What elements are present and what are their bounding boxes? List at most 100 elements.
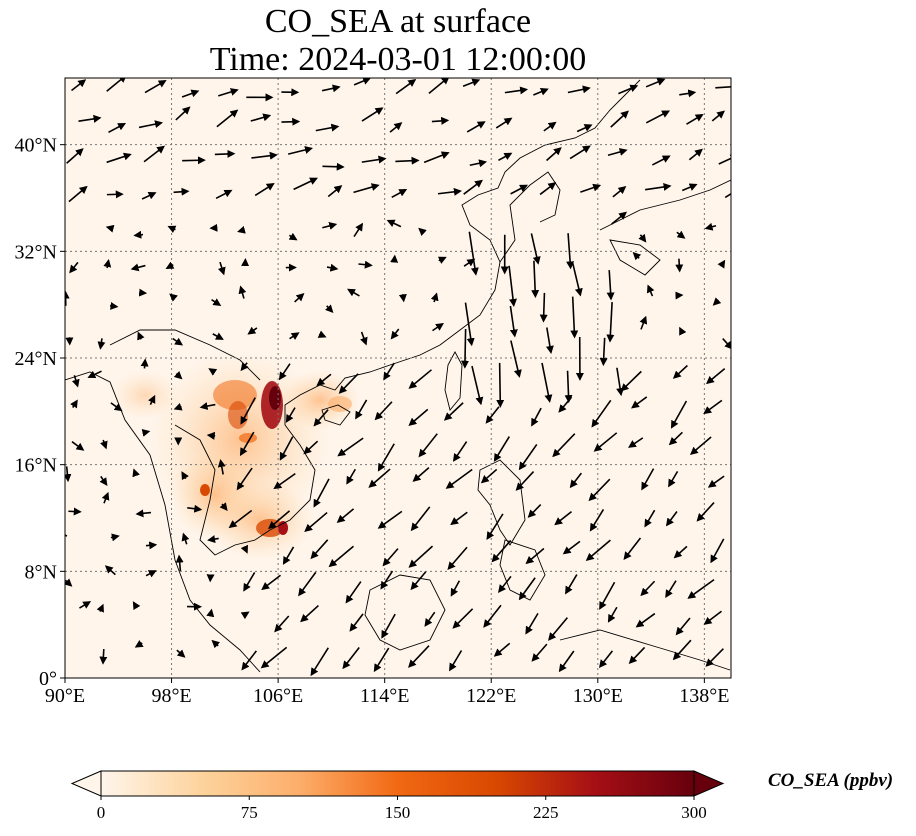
- wind-arrow: [70, 399, 78, 409]
- wind-arrow: [327, 185, 343, 198]
- wind-arrow: [668, 470, 679, 488]
- wind-arrow: [569, 145, 591, 160]
- wind-arrow: [679, 326, 687, 336]
- colorbar-label: CO_SEA (ppbv): [768, 770, 894, 791]
- wind-arrow: [672, 639, 692, 661]
- wind-arrow: [508, 265, 517, 307]
- wind-arrow: [390, 254, 399, 263]
- wind-arrow: [612, 185, 627, 198]
- wind-arrow: [564, 370, 573, 404]
- wind-arrow: [368, 468, 391, 488]
- wind-arrow: [349, 613, 364, 632]
- wind-arrow: [580, 183, 602, 193]
- wind-arrow: [211, 298, 222, 307]
- wind-arrow: [99, 649, 108, 665]
- colorbar-tick-label: 150: [385, 803, 411, 822]
- wind-arrow: [66, 148, 84, 164]
- wind-arrow: [645, 183, 672, 191]
- wind-arrow: [554, 510, 573, 526]
- longitude-tick-label: 98°E: [151, 685, 191, 707]
- wind-arrow: [240, 362, 249, 372]
- wind-arrow: [212, 332, 224, 340]
- wind-arrow: [423, 151, 450, 164]
- wind-arrow: [353, 222, 364, 238]
- wind-arrow: [510, 184, 528, 195]
- wind-arrow: [679, 89, 697, 98]
- wind-arrow: [228, 509, 253, 529]
- wind-arrow: [424, 611, 436, 627]
- wind-arrow: [504, 86, 529, 95]
- wind-arrow: [410, 571, 427, 591]
- wind-arrow: [110, 533, 120, 542]
- wind-arrow: [606, 302, 615, 343]
- latitude-tick-label: 40°N: [15, 135, 57, 157]
- wind-arrow: [518, 577, 536, 601]
- wind-arrow: [96, 603, 104, 613]
- wind-arrow: [241, 650, 257, 671]
- latitude-tick-label: 16°N: [15, 455, 57, 477]
- wind-arrow: [566, 233, 575, 270]
- latitude-axis: 0° 8°N 16°N 24°N 32°N 40°N: [15, 135, 65, 690]
- wind-arrow: [181, 89, 200, 98]
- wind-arrow: [718, 154, 731, 165]
- wind-arrow: [599, 581, 616, 610]
- wind-arrow: [346, 468, 357, 485]
- wind-arrow: [138, 120, 163, 129]
- wind-arrow: [143, 145, 165, 163]
- wind-arrow: [78, 114, 102, 123]
- wind-arrow: [681, 183, 698, 192]
- wind-arrow: [101, 491, 110, 504]
- latitude-tick-label: 0°: [39, 668, 57, 690]
- wind-vectors: [65, 78, 731, 677]
- wind-arrow: [353, 183, 380, 194]
- wind-arrow: [243, 572, 256, 592]
- wind-arrow: [676, 230, 686, 239]
- wind-arrow: [389, 122, 403, 133]
- wind-arrow: [175, 106, 191, 121]
- wind-arrow: [644, 509, 656, 528]
- wind-arrow: [377, 443, 395, 472]
- wind-arrow: [130, 263, 146, 272]
- wind-arrow: [687, 578, 715, 599]
- wind-arrow: [541, 362, 553, 403]
- wind-arrow: [432, 322, 444, 332]
- wind-arrow: [87, 370, 102, 379]
- wind-arrow: [707, 475, 725, 488]
- wind-arrow: [533, 88, 549, 96]
- wind-arrow: [496, 362, 505, 408]
- wind-arrow: [675, 617, 691, 636]
- wind-arrow: [274, 615, 290, 633]
- wind-arrow: [498, 152, 513, 162]
- wind-arrow: [428, 78, 450, 94]
- wind-arrow: [289, 332, 300, 340]
- wind-arrow: [293, 177, 318, 191]
- wind-arrow: [463, 179, 483, 195]
- wind-arrow: [97, 338, 106, 350]
- wind-arrow: [68, 507, 82, 516]
- wind-arrow: [570, 296, 579, 339]
- colorbar-tick-label: 75: [241, 803, 258, 822]
- wind-arrow: [68, 185, 88, 203]
- wind-arrow: [208, 368, 218, 376]
- wind-arrow: [187, 504, 203, 513]
- wind-arrow: [237, 225, 246, 234]
- wind-arrow: [288, 232, 298, 241]
- wind-arrow: [546, 147, 562, 162]
- wind-arrow: [640, 580, 656, 597]
- wind-arrow: [240, 397, 256, 425]
- wind-arrow: [670, 400, 688, 429]
- wind-arrow: [610, 110, 629, 128]
- wind-arrow: [527, 504, 542, 518]
- wind-arrow: [531, 407, 542, 427]
- colorbar-gradient: [101, 771, 694, 796]
- wind-arrow: [711, 110, 725, 122]
- wind-arrow: [141, 192, 157, 200]
- wind-arrow: [361, 107, 384, 122]
- wind-arrow: [260, 646, 288, 669]
- wind-arrow: [469, 159, 488, 168]
- longitude-tick-label: 130°E: [573, 685, 623, 707]
- colorbar: 0 75 150 225 300: [70, 770, 725, 822]
- wind-arrow: [325, 304, 334, 313]
- wind-arrow: [450, 580, 461, 597]
